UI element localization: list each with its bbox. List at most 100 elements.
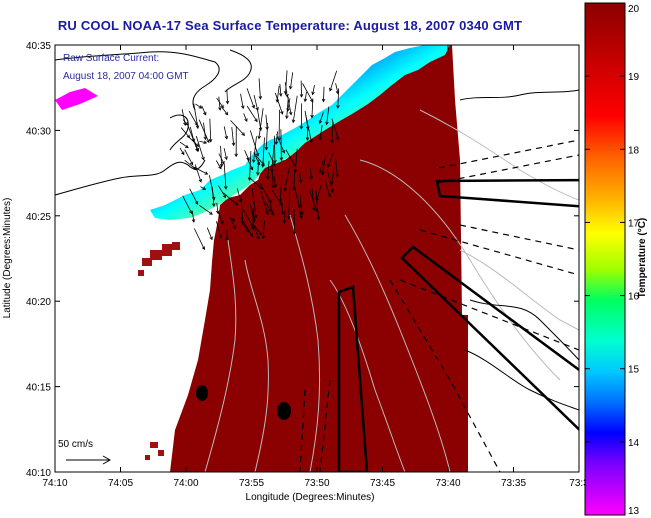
current-vector [198,119,210,143]
current-vector-head [249,166,254,171]
y-tick-label: 40:15 [26,383,51,394]
current-vector [326,168,334,193]
current-vector-head [221,160,225,165]
current-vector [302,83,314,103]
current-vector [181,109,186,126]
colorbar-tick-label: 19 [628,72,640,83]
current-vector-head [282,220,287,224]
x-tick-label: 73:50 [304,478,329,489]
current-vector-head [241,105,245,110]
current-vector [323,86,325,102]
current-vector [200,186,206,190]
current-vector [209,118,212,142]
current-vector [240,196,243,224]
current-vector [223,163,227,190]
current-vector [179,141,189,149]
current-vector-head [255,107,259,111]
current-vector-head [298,179,303,184]
current-vector-head [258,95,263,100]
current-vector-head [219,163,224,168]
plot-area: Raw Surface Current: August 18, 2007 04:… [55,45,579,472]
current-vector-head [288,85,293,90]
current-vector [331,167,335,185]
current-vector-head [185,144,189,149]
current-vector-head [231,142,236,147]
current-vector [273,135,276,163]
current-vector [271,164,274,189]
current-vector-head [215,210,220,215]
current-vector-head [218,234,222,239]
current-vector-head [292,231,297,235]
current-vector [309,189,318,212]
current-vector-head [279,157,284,161]
current-vector-head [246,157,250,161]
current-vector [285,149,296,167]
current-vector-head [279,202,283,207]
current-vector-head [185,122,189,126]
current-vector [287,98,291,112]
current-vector-head [181,151,185,156]
y-tick-label: 40:20 [26,297,51,308]
radar-wedges [337,178,579,472]
current-vector [194,141,199,152]
current-vector [215,221,222,238]
current-vector [240,93,244,109]
current-vector [253,94,259,111]
current-vector [286,96,289,119]
current-vector [193,228,205,250]
current-vector [253,152,265,166]
colorbar-tick-label: 18 [628,145,640,156]
current-vector-head [321,98,326,103]
current-vector [218,96,221,111]
colorbar-tick-label: 15 [628,365,640,376]
current-vector-head [300,211,304,216]
current-vector-head [335,174,340,178]
current-vector-head [309,139,313,144]
current-vector [246,88,255,109]
current-vector [194,164,202,183]
current-vector [284,82,288,97]
current-vector-head [299,215,303,220]
current-vector [259,182,272,203]
current-vector [191,210,195,223]
current-vector-head [225,100,230,105]
current-vector-head [257,135,261,140]
y-tick-label: 40:30 [26,126,51,137]
current-vector [243,209,254,227]
current-vector-head [272,162,276,167]
current-vector-head [201,246,206,251]
current-vector-head [299,94,304,98]
current-vector [255,155,260,165]
current-vector [265,202,272,212]
current-vector-head [330,181,334,186]
current-vector [216,97,224,108]
current-vector [274,92,283,115]
current-vector-head [305,137,310,141]
current-vector-head [288,111,293,116]
y-axis-label: Latitude (Degrees:Minutes) [2,198,13,319]
current-vector-head [321,171,325,176]
x-tick-label: 73:3 [569,478,589,489]
sst-front-edge [55,88,98,110]
legend-line-2: August 18, 2007 04:00 GMT [63,71,189,82]
current-vector [182,119,189,126]
current-vector [216,202,219,214]
current-vector-head [311,207,316,212]
current-vector-head [222,194,227,199]
current-vector [271,190,283,206]
current-vector [201,105,207,115]
current-vector [335,83,339,94]
current-vector-head [311,91,315,96]
current-vector [327,152,334,168]
current-vector [246,105,258,122]
current-vector-head [249,233,253,237]
sst-speckles [138,242,180,460]
current-vector-head [251,226,255,231]
current-vector-head [224,156,228,161]
current-vector [243,113,248,122]
current-vector [248,176,263,190]
current-vector-head [310,98,314,103]
current-vector-head [202,186,207,190]
current-vector [273,175,277,188]
current-vector-head [244,118,248,123]
